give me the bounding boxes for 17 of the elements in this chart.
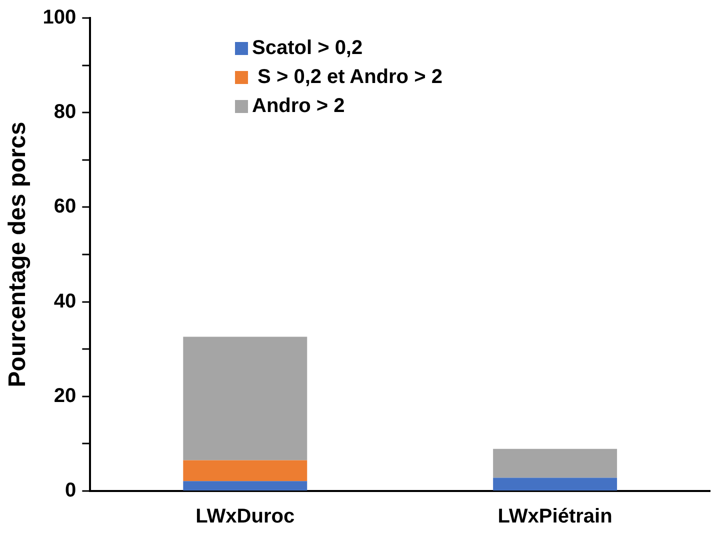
y-tick-label: 40	[54, 290, 76, 312]
y-tick-label: 0	[65, 480, 76, 502]
legend-label: Andro > 2	[252, 94, 345, 119]
x-tick-label: LWxPiétrain	[498, 506, 612, 528]
bar	[183, 460, 308, 482]
y-tick-label: 60	[54, 196, 76, 218]
x-tick-label: LWxDuroc	[196, 506, 295, 528]
y-tick-label: 80	[54, 101, 76, 124]
y-tick-label: 100	[42, 6, 76, 29]
bar	[493, 478, 618, 490]
bar	[183, 481, 308, 490]
legend-label: Scatol > 0,2	[252, 36, 363, 61]
y-axis-title: Pourcentage des porcs	[4, 122, 32, 388]
bar	[183, 336, 308, 460]
legend-label: S > 0,2 et Andro > 2	[256, 65, 442, 90]
bar	[493, 448, 618, 478]
y-tick-label: 20	[54, 384, 76, 407]
